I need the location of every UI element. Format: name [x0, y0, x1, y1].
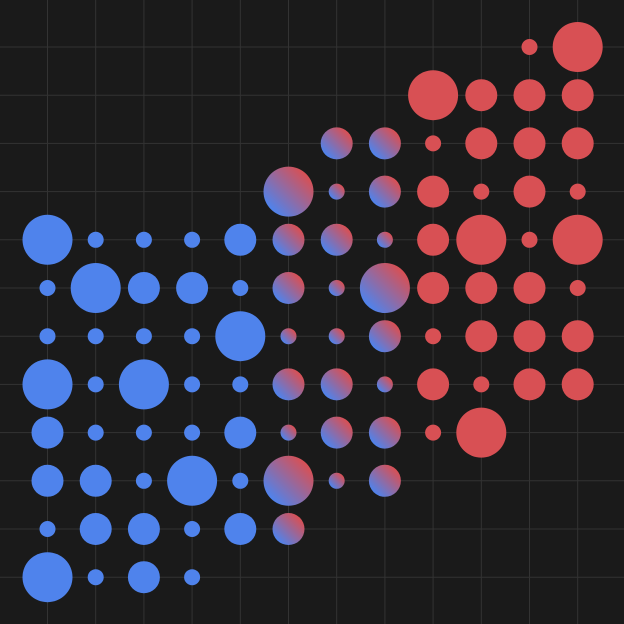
red-dot-medium: [561, 320, 594, 353]
red-dot-medium: [417, 175, 450, 208]
blue-dot-medium: [79, 464, 112, 497]
blue-dot-small: [39, 328, 56, 345]
red-dot-medium: [417, 272, 450, 304]
gradient-dot-small: [328, 280, 345, 296]
gradient-dot-medium: [368, 416, 401, 449]
red-dot-medium: [513, 127, 546, 160]
blue-dot-small: [184, 521, 201, 537]
gradient-dot-medium: [272, 223, 305, 256]
red-dot-large: [552, 22, 603, 72]
gradient-dot-medium: [272, 368, 305, 401]
gradient-dot-small: [328, 472, 345, 489]
blue-dot-small: [184, 328, 201, 345]
gradient-dot-medium: [320, 416, 353, 449]
blue-dot-small: [87, 231, 104, 248]
blue-dot-small: [135, 424, 152, 441]
red-dot-medium: [561, 79, 594, 112]
blue-dot-medium: [176, 272, 209, 304]
gradient-dot-medium: [320, 223, 353, 256]
blue-dot-small: [135, 231, 152, 248]
blue-dot-medium: [127, 513, 160, 545]
gradient-dot-small: [328, 328, 345, 345]
red-dot-large: [552, 214, 603, 265]
red-dot-medium: [465, 272, 498, 304]
blue-dot-large: [22, 552, 73, 603]
gradient-dot-small: [328, 183, 345, 200]
blue-dot-small: [39, 521, 56, 537]
blue-dot-small: [135, 328, 152, 345]
blue-dot-medium: [224, 416, 257, 449]
gradient-dot-small: [280, 328, 297, 345]
blue-dot-small: [135, 472, 152, 489]
blue-dot-large: [70, 263, 121, 313]
blue-dot-small: [184, 376, 201, 393]
blue-dot-small: [232, 280, 249, 296]
red-dot-small: [569, 280, 586, 296]
blue-dot-medium: [31, 464, 64, 497]
red-dot-medium: [417, 223, 450, 256]
gradient-dot-medium: [320, 368, 353, 401]
red-dot-small: [521, 39, 538, 55]
gradient-dot-large: [263, 166, 314, 217]
gradient-dot-small: [376, 376, 393, 393]
gradient-dot-medium: [320, 127, 353, 160]
red-dot-medium: [465, 320, 498, 353]
blue-dot-large: [118, 359, 169, 410]
red-dot-small: [521, 231, 538, 248]
red-dot-medium: [513, 272, 546, 304]
red-dot-small: [425, 424, 442, 441]
gradient-dot-medium: [368, 320, 401, 353]
blue-dot-medium: [127, 561, 160, 594]
blue-dot-large: [22, 359, 73, 410]
blue-dot-medium: [127, 272, 160, 304]
blue-dot-small: [232, 472, 249, 489]
blue-dot-large: [215, 311, 266, 362]
gradient-dot-medium: [368, 464, 401, 497]
blue-dot-small: [39, 280, 56, 296]
red-dot-medium: [513, 320, 546, 353]
red-dot-medium: [465, 79, 498, 112]
red-dot-large: [456, 407, 507, 458]
blue-dot-small: [87, 376, 104, 393]
blue-dot-small: [87, 328, 104, 345]
gradient-dot-large: [359, 263, 410, 313]
dots-layer: [22, 22, 603, 603]
red-dot-large: [408, 70, 459, 121]
red-dot-medium: [465, 127, 498, 160]
red-dot-small: [425, 135, 442, 152]
red-dot-medium: [513, 79, 546, 112]
blue-dot-medium: [224, 513, 257, 545]
gradient-dot-small: [280, 424, 297, 441]
blue-dot-medium: [79, 513, 112, 545]
blue-dot-large: [22, 214, 73, 265]
blue-dot-small: [87, 424, 104, 441]
blue-dot-small: [184, 569, 201, 586]
red-dot-medium: [561, 127, 594, 160]
blue-dot-large: [167, 455, 218, 506]
red-dot-medium: [513, 368, 546, 401]
red-dot-large: [456, 214, 507, 265]
gradient-dot-medium: [272, 513, 305, 545]
blue-dot-small: [184, 424, 201, 441]
gradient-dot-medium: [272, 272, 305, 304]
gradient-dot-medium: [368, 127, 401, 160]
red-dot-small: [473, 376, 490, 393]
red-dot-medium: [513, 175, 546, 208]
gradient-dot-small: [376, 231, 393, 248]
blue-dot-small: [87, 569, 104, 586]
blue-dot-medium: [224, 223, 257, 256]
gradient-dot-large: [263, 455, 314, 506]
red-dot-small: [569, 183, 586, 200]
blue-dot-small: [184, 231, 201, 248]
red-dot-small: [473, 183, 490, 200]
red-dot-medium: [561, 368, 594, 401]
red-dot-medium: [417, 368, 450, 401]
gradient-dot-medium: [368, 175, 401, 208]
red-dot-small: [425, 328, 442, 345]
blue-dot-medium: [31, 416, 64, 449]
blue-dot-small: [232, 376, 249, 393]
